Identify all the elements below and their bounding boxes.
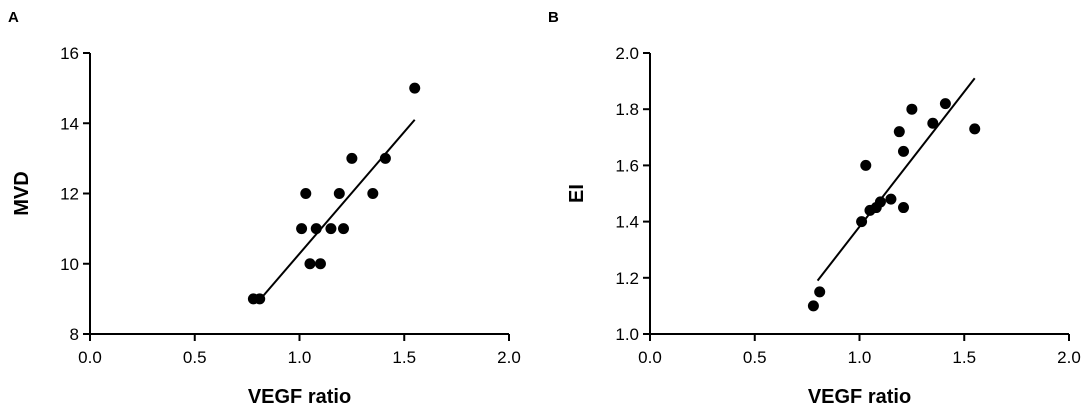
panel-a-x-axis-title: VEGF ratio (248, 386, 351, 408)
panel-a-data-point (310, 223, 322, 235)
panel-b-y-tick-label: 1.6 (615, 156, 639, 175)
panel-b-data-point (897, 202, 909, 214)
panel-a-y-tick-label: 12 (60, 185, 79, 204)
panel-b-y-tick-label: 1.2 (615, 269, 639, 288)
panel-b-x-tick-label: 0.5 (743, 348, 767, 367)
panel-b-x-tick-label: 2.0 (1057, 348, 1081, 367)
panel-a-data-point (367, 188, 379, 199)
panel-a-x-tick-label: 0.5 (183, 348, 207, 367)
panel-a-x-tick-label: 1.0 (288, 348, 312, 367)
panel-b-letter: B (548, 9, 559, 26)
panel-b-x-tick-label: 1.5 (952, 348, 976, 367)
panel-b-y-axis-title: EI (566, 184, 588, 203)
panel-b-data-point (939, 98, 951, 110)
panel-a-y-tick-label: 10 (60, 255, 79, 274)
panel-a-data-point (304, 258, 316, 270)
panel-a-data-point (325, 223, 337, 235)
panel-a-data-point (337, 223, 349, 235)
panel-b-y-tick-label: 1.0 (615, 325, 639, 344)
panel-a-y-tick-label: 16 (60, 44, 79, 63)
panel-a-x-tick-label: 1.5 (392, 348, 416, 367)
panel-a-data-point (379, 152, 391, 164)
panel-b-regression-line (816, 77, 976, 282)
panel-b-x-tick-label: 1.0 (848, 348, 872, 367)
panel-b-y-tick-label: 1.4 (615, 213, 639, 232)
panel-b-data-point (969, 123, 981, 135)
panel-b-data-point (885, 193, 897, 205)
panel-a-y-tick-label: 8 (70, 325, 79, 344)
panel-a-y-axis-title: MVD (11, 171, 33, 215)
panel-b-data-point (860, 159, 872, 171)
panel-b-data-point (856, 216, 868, 228)
panel-a-y-tick-label: 14 (60, 114, 79, 133)
panel-a-regression-line (256, 119, 416, 304)
panel-a-data-point (314, 258, 326, 270)
panel-a-data-point (296, 223, 308, 235)
panel-b-data-point (906, 103, 918, 115)
panel-b-data-point (874, 196, 886, 208)
panel-a-data-point (254, 293, 266, 305)
panel-a: A 8 10 12 14 16 0.0 0.5 1.0 1.5 2.0 VEGF ratio MVD (8, 9, 521, 408)
panel-a-data-point (300, 188, 312, 199)
panel-b-y-tick-label: 2.0 (615, 44, 639, 63)
panel-b-data-point (893, 126, 905, 138)
panel-a-x-tick-label: 0.0 (78, 348, 102, 367)
panel-a-data-point (409, 82, 421, 94)
panel-b-data-point (927, 117, 939, 129)
panel-b-data-point (807, 300, 819, 312)
panel-b-x-tick-label: 0.0 (638, 348, 662, 367)
panel-b-data-point (897, 145, 909, 157)
panel-b-x-axis-title: VEGF ratio (808, 386, 911, 408)
panel-a-data-point (333, 188, 345, 199)
panel-b-data-point (814, 286, 826, 298)
panel-a-letter: A (8, 9, 19, 26)
panel-b-y-tick-label: 1.8 (615, 100, 639, 119)
panel-b: B 1.0 1.2 1.4 1.6 1.8 2.0 0.0 0.5 1.0 1.5 2.0 VEGF r… (548, 9, 1081, 408)
panel-a-data-point (346, 152, 358, 164)
panel-a-x-tick-label: 2.0 (497, 348, 521, 367)
